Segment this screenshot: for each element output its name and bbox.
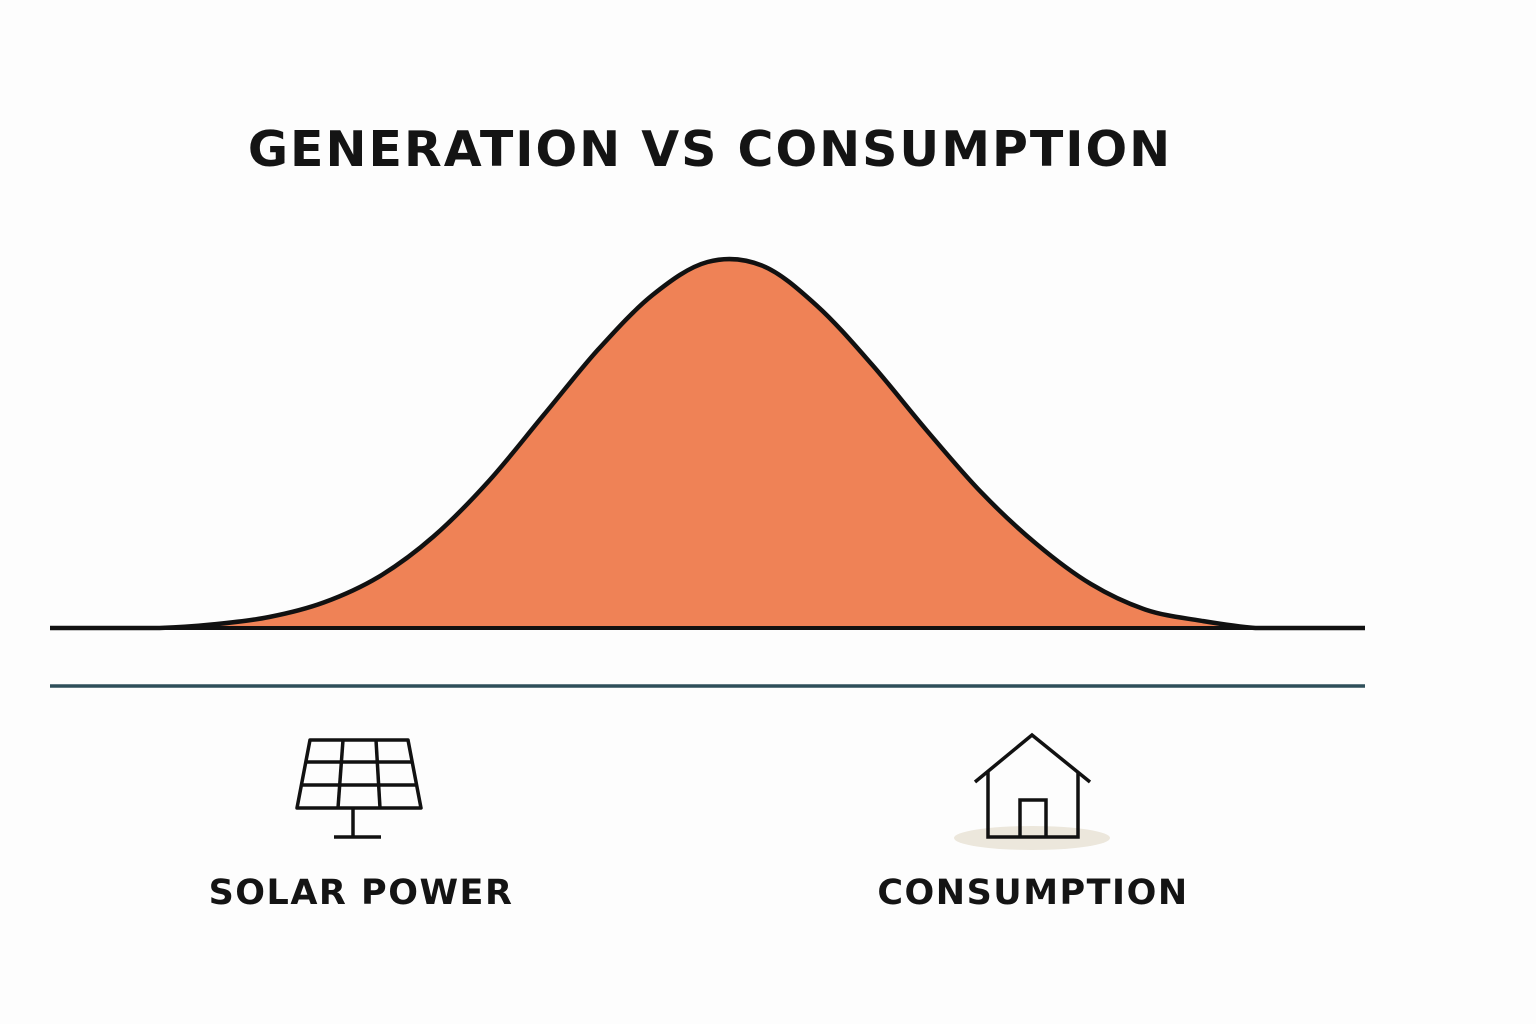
generation-curve — [50, 256, 1365, 631]
solar-panel-icon — [295, 738, 423, 839]
house-icon — [954, 732, 1110, 850]
chart-title: GENERATION VS CONSUMPTION — [248, 121, 1172, 178]
legend-label-solar-power: SOLAR POWER — [209, 873, 514, 913]
legend-label-consumption: CONSUMPTION — [877, 873, 1188, 913]
generation-area — [50, 259, 1365, 628]
